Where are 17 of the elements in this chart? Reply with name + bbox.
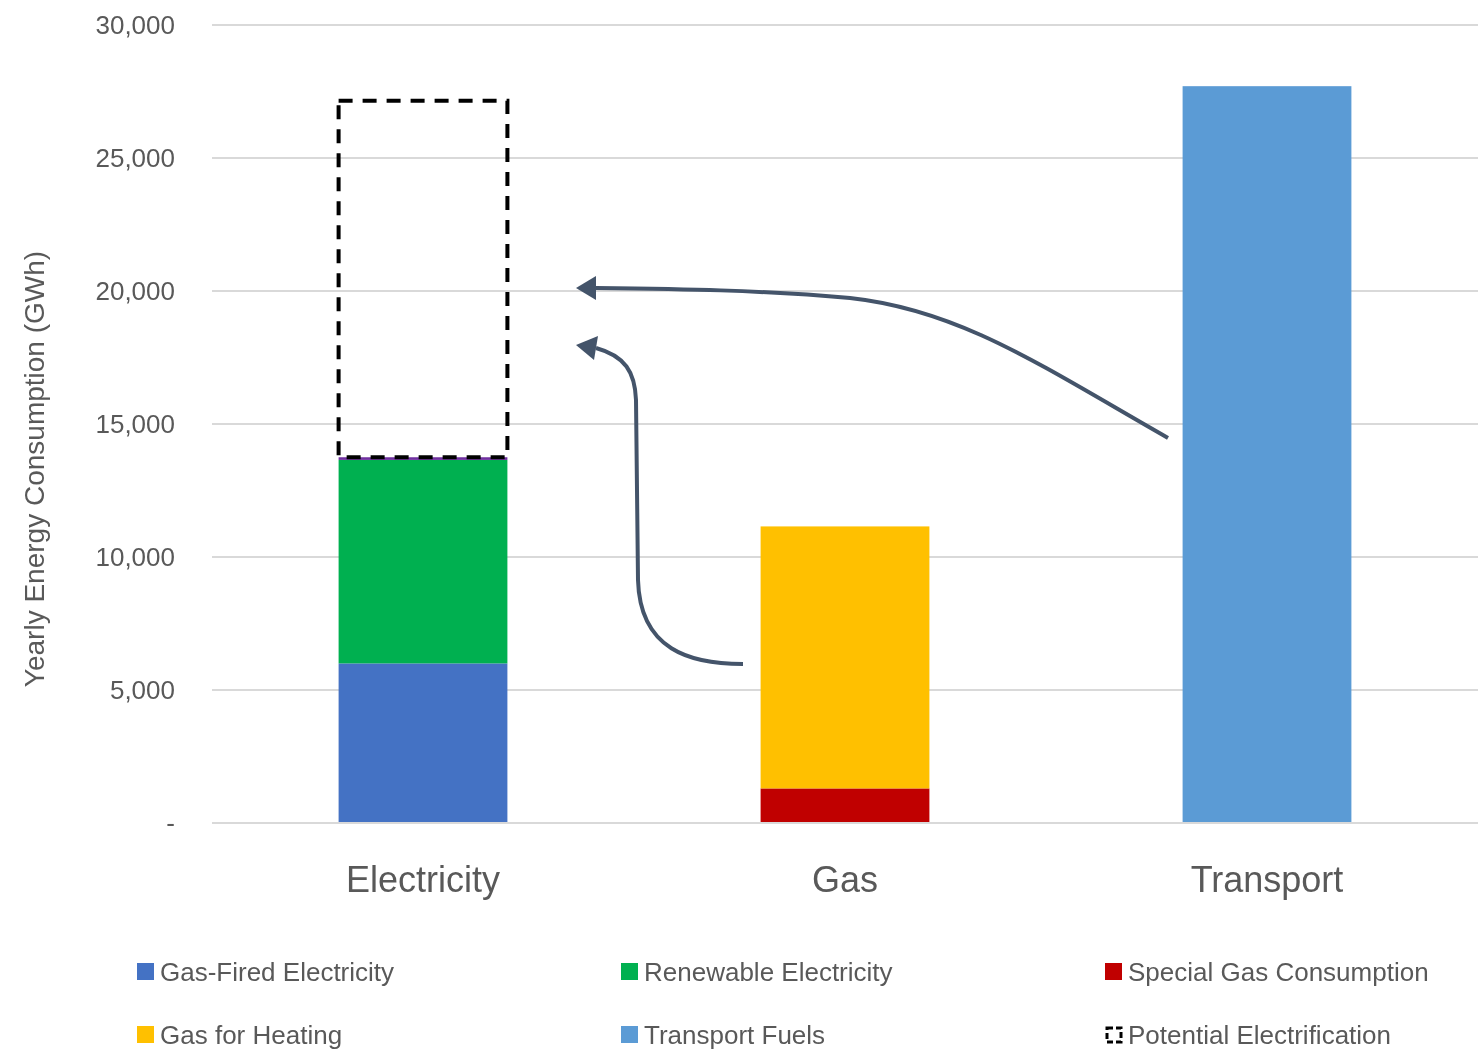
y-tick-label: 10,000 <box>95 542 175 572</box>
y-axis-title: Yearly Energy Consumption (GWh) <box>19 250 50 688</box>
y-tick-label: 20,000 <box>95 276 175 306</box>
legend-label: Transport Fuels <box>644 1020 826 1050</box>
x-tick-label: Electricity <box>345 859 501 900</box>
y-tick-label: 5,000 <box>109 675 175 705</box>
y-tick-label: 15,000 <box>95 409 175 439</box>
legend-label: Special Gas Consumption <box>1128 957 1429 987</box>
y-tick-label: - <box>166 808 175 838</box>
legend-label: Renewable Electricity <box>644 957 893 987</box>
legend-label: Gas for Heating <box>160 1020 343 1050</box>
y-tick-label: 25,000 <box>95 143 175 173</box>
legend-label: Gas-Fired Electricity <box>160 957 395 987</box>
x-tick-label: Gas <box>811 859 879 900</box>
x-tick-label: Transport <box>1190 859 1344 900</box>
legend-label: Potential Electrification <box>1128 1020 1392 1050</box>
y-tick-label: 30,000 <box>95 10 175 40</box>
